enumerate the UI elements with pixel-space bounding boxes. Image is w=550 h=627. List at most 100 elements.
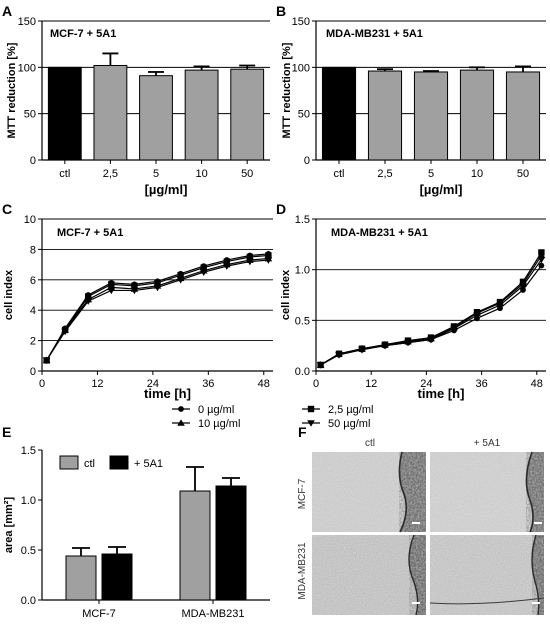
chart-title: MCF-7 + 5A1: [57, 227, 123, 239]
y-tick-label: 1.0: [21, 495, 36, 507]
x-tick-label: 50: [517, 168, 529, 180]
y-tick-label: 100: [292, 62, 310, 74]
y-tick-label: 0.0: [21, 595, 36, 607]
micrograph-mdamb231-ctl: [312, 534, 426, 616]
panel-letter-f: F: [298, 424, 307, 440]
y-tick-label: 4: [30, 305, 36, 317]
micrograph-mdamb231-5a1: [429, 534, 545, 616]
row-label-mcf7: MCF-7: [297, 478, 308, 509]
x-tick-label: 36: [475, 378, 487, 390]
legend-label: 10 µg/ml: [198, 418, 240, 430]
bar: [93, 64, 128, 161]
row-label-mdamb231: MDA-MB231: [297, 542, 308, 600]
chart-title: MDA-MB231 + 5A1: [326, 28, 423, 40]
data-point: [264, 257, 273, 264]
chart-b-mdamb231-mtt: 0 50 100 150 ctl 2,5 5 10 50 MDA-MB231 + 5A1 MTT r…: [281, 16, 546, 197]
x-tick-label: 24: [420, 378, 432, 390]
data-point: [404, 339, 412, 347]
panel-letter-d: D: [276, 201, 286, 217]
legend-marker: [307, 405, 315, 413]
data-point: [381, 342, 389, 350]
legend-swatch: [59, 455, 79, 470]
data-point: [519, 283, 527, 290]
y-tick-label: 150: [292, 16, 310, 28]
micrograph-grid: ctl + 5A1 MCF-7 MDA-MB231: [297, 438, 545, 616]
x-tick-label: 24: [147, 378, 159, 390]
y-tick-label: 0.5: [295, 315, 310, 327]
x-tick-label: MCF-7: [82, 608, 116, 620]
data-point: [223, 263, 231, 270]
x-axis-label: time [h]: [418, 386, 465, 401]
data-point: [130, 287, 139, 295]
panel-letter-a: A: [2, 3, 12, 19]
y-tick-label: 0.5: [21, 545, 36, 557]
col-label-5a1: + 5A1: [474, 438, 501, 449]
y-tick-label: 10: [24, 214, 36, 226]
bar: [101, 553, 133, 601]
y-tick-label: 2: [30, 336, 36, 348]
chart-d-mdamb231-cell-index: 0.0 0.5 1.0 1.5 0 12 24 36 48 MDA-MB231 + 5A1 cell…: [280, 214, 546, 401]
data-point: [176, 277, 185, 284]
x-tick-label: 10: [195, 168, 207, 180]
panel-letter-e: E: [2, 424, 11, 440]
bar: [184, 69, 219, 161]
legend-cell-index: 0 µg/ml 2,5 µg/ml 10 µg/ml 50 µg/ml: [172, 404, 373, 430]
data-point: [61, 328, 69, 336]
legend-label: 50 µg/ml: [328, 418, 370, 430]
panel-letter-b: B: [276, 3, 286, 19]
col-label-ctl: ctl: [365, 438, 375, 449]
x-tick-label: 12: [91, 378, 103, 390]
bar: [230, 68, 265, 161]
y-tick-label: 50: [24, 109, 36, 121]
data-point: [496, 302, 504, 309]
x-tick-label: ctl: [334, 168, 345, 180]
bar: [179, 490, 211, 601]
x-tick-label: 5: [428, 168, 434, 180]
data-point: [427, 336, 435, 344]
data-point: [199, 269, 208, 276]
x-tick-label: 48: [258, 378, 270, 390]
x-tick-label: 12: [365, 378, 377, 390]
y-tick-label: 1.5: [21, 445, 36, 457]
y-axis-label: MTT reduction [%]: [6, 42, 18, 138]
x-tick-label: 2,5: [377, 168, 392, 180]
bar: [321, 66, 357, 161]
data-point: [107, 287, 116, 295]
x-axis-label: time [h]: [144, 386, 191, 401]
x-tick-label: MDA-MB231: [182, 608, 245, 620]
data-point: [316, 362, 325, 369]
chart-title: MDA-MB231 + 5A1: [331, 227, 428, 239]
legend-marker: [307, 420, 315, 427]
x-tick-label: 36: [202, 378, 214, 390]
legend-label: 2,5 µg/ml: [328, 404, 373, 416]
x-tick-label: 50: [241, 168, 253, 180]
data-point: [153, 284, 162, 292]
legend-label: ctl: [84, 458, 95, 470]
y-axis-label: cell index: [3, 269, 15, 320]
x-tick-label: 10: [471, 168, 483, 180]
x-tick-label: 2,5: [103, 168, 118, 180]
bar: [47, 66, 82, 161]
x-tick-label: 5: [153, 168, 159, 180]
series-line: [46, 253, 269, 361]
data-point: [538, 262, 545, 269]
series-line: [46, 254, 269, 361]
data-point: [335, 351, 343, 359]
chart-title: MCF-7 + 5A1: [50, 28, 116, 40]
bar: [139, 75, 173, 161]
series-line: [320, 255, 542, 366]
bar: [505, 71, 541, 161]
data-point: [537, 256, 546, 264]
x-axis-label: [µg/ml]: [420, 182, 463, 197]
x-tick-label: 0: [313, 378, 319, 390]
bar: [459, 69, 495, 161]
legend-label: 0 µg/ml: [198, 404, 234, 416]
micrograph-mcf7-ctl: [312, 451, 426, 533]
y-tick-label: 6: [30, 275, 36, 287]
bar: [367, 70, 403, 161]
y-tick-label: 0: [30, 366, 36, 378]
y-tick-label: 150: [18, 16, 36, 28]
data-point: [358, 346, 366, 354]
